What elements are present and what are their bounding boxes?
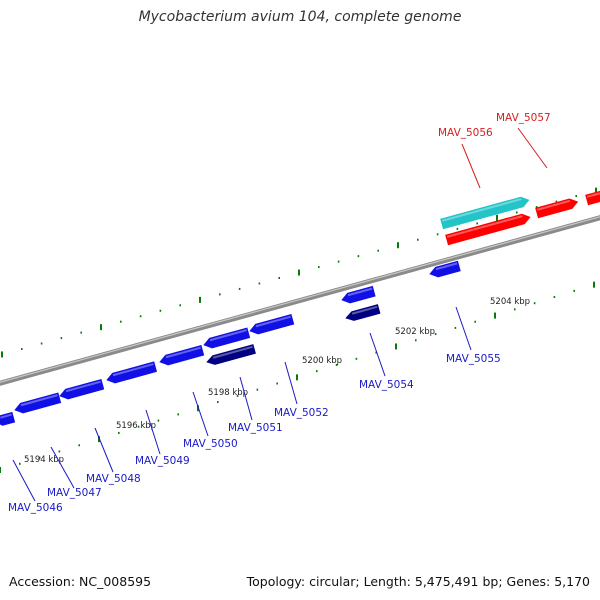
- gene-feature: [159, 344, 205, 366]
- gene-feature-body: [203, 327, 251, 349]
- leader-line: [94, 427, 114, 473]
- gene-feature-shine: [441, 198, 522, 222]
- gene-feature-body: [106, 361, 158, 384]
- gene-feature: [429, 260, 461, 278]
- gene-label: MAV_5052: [274, 407, 329, 419]
- scale-label: 5204 kbp: [490, 297, 530, 307]
- leader-line: [461, 143, 481, 189]
- gene-feature-shine: [212, 345, 253, 359]
- gene-label: MAV_5046: [8, 502, 63, 514]
- gene-feature-body: [14, 392, 62, 414]
- scale-label: 5198 kbp: [208, 388, 248, 398]
- gene-feature-shine: [435, 262, 458, 271]
- gene-feature: [445, 213, 531, 246]
- gene-feature-shine: [112, 363, 154, 377]
- genome-summary-text: Topology: circular; Length: 5,475,491 bp…: [246, 574, 590, 589]
- backbone-line: [0, 215, 600, 386]
- gene-label: MAV_5055: [446, 353, 501, 365]
- leader-line: [12, 459, 36, 502]
- gene-feature-body: [445, 213, 531, 246]
- gene-feature: [106, 361, 158, 384]
- leader-line: [369, 332, 386, 377]
- gene-feature-body: [440, 196, 530, 230]
- gene-label: MAV_5057: [496, 112, 551, 124]
- gene-feature-body: [206, 344, 256, 365]
- gene-feature: [59, 378, 105, 400]
- gene-label: MAV_5050: [183, 438, 238, 450]
- backbone-highlight: [0, 216, 600, 383]
- genome-backbone: [0, 215, 600, 386]
- gene-feature: [14, 392, 62, 414]
- scale-label: 5202 kbp: [395, 327, 435, 337]
- gene-feature-body: [341, 285, 376, 304]
- gene-feature-body: [0, 411, 16, 426]
- gene-feature-body: [59, 378, 105, 400]
- scale-label: 5196 kbp: [116, 421, 156, 431]
- map-title: Mycobacterium avium 104, complete genome: [138, 9, 462, 25]
- gene-feature: [206, 344, 256, 365]
- gene-features: [0, 189, 600, 426]
- leader-line: [192, 391, 209, 437]
- gene-feature-shine: [255, 315, 291, 328]
- gene-feature: [203, 327, 251, 349]
- gene-label: MAV_5047: [47, 487, 102, 499]
- gene-feature: [535, 198, 579, 219]
- gene-feature-body: [159, 344, 205, 366]
- leader-line: [239, 376, 253, 421]
- leader-line: [455, 306, 472, 351]
- gene-feature-shine: [347, 287, 373, 297]
- leader-line: [145, 409, 161, 455]
- gene-feature-shine: [351, 305, 378, 315]
- gene-feature: [345, 304, 381, 321]
- gene-labels: MAV_5046 MAV_5047 MAV_5048 MAV_5049 MAV_5050…: [8, 112, 551, 514]
- leader-line: [284, 361, 298, 405]
- gene-feature: [440, 196, 530, 230]
- gene-label: MAV_5056: [438, 127, 493, 139]
- gene-feature: [0, 411, 16, 426]
- gene-feature-shine: [0, 413, 12, 419]
- gene-feature-body: [429, 260, 461, 278]
- gene-feature-shine: [65, 380, 101, 393]
- gene-feature: [249, 313, 295, 335]
- gene-feature-shine: [20, 394, 58, 407]
- scale-labels: 5194 kbp 5196 kbp 5198 kbp 5200 kbp 5202 kbp…: [24, 297, 530, 465]
- scale-label: 5200 kbp: [302, 356, 342, 366]
- gene-feature-body: [345, 304, 381, 321]
- gene-feature: [585, 189, 600, 206]
- gene-label: MAV_5054: [359, 379, 414, 391]
- gene-label: MAV_5051: [228, 422, 283, 434]
- gene-feature-body: [535, 198, 579, 219]
- scale-label: 5194 kbp: [24, 455, 64, 465]
- accession-text: Accession: NC_008595: [9, 574, 152, 589]
- gene-feature-shine: [165, 346, 201, 359]
- gene-label: MAV_5048: [86, 473, 141, 485]
- gene-feature-body: [249, 313, 295, 335]
- gene-label: MAV_5049: [135, 455, 190, 467]
- tick-marks: [0, 187, 597, 473]
- gene-feature-body: [585, 189, 600, 206]
- leader-line: [50, 446, 75, 489]
- gene-feature-shine: [446, 215, 523, 238]
- gene-feature: [341, 285, 376, 304]
- gene-feature-shine: [209, 329, 247, 342]
- leader-line: [517, 127, 548, 169]
- gene-feature-shine: [536, 199, 571, 211]
